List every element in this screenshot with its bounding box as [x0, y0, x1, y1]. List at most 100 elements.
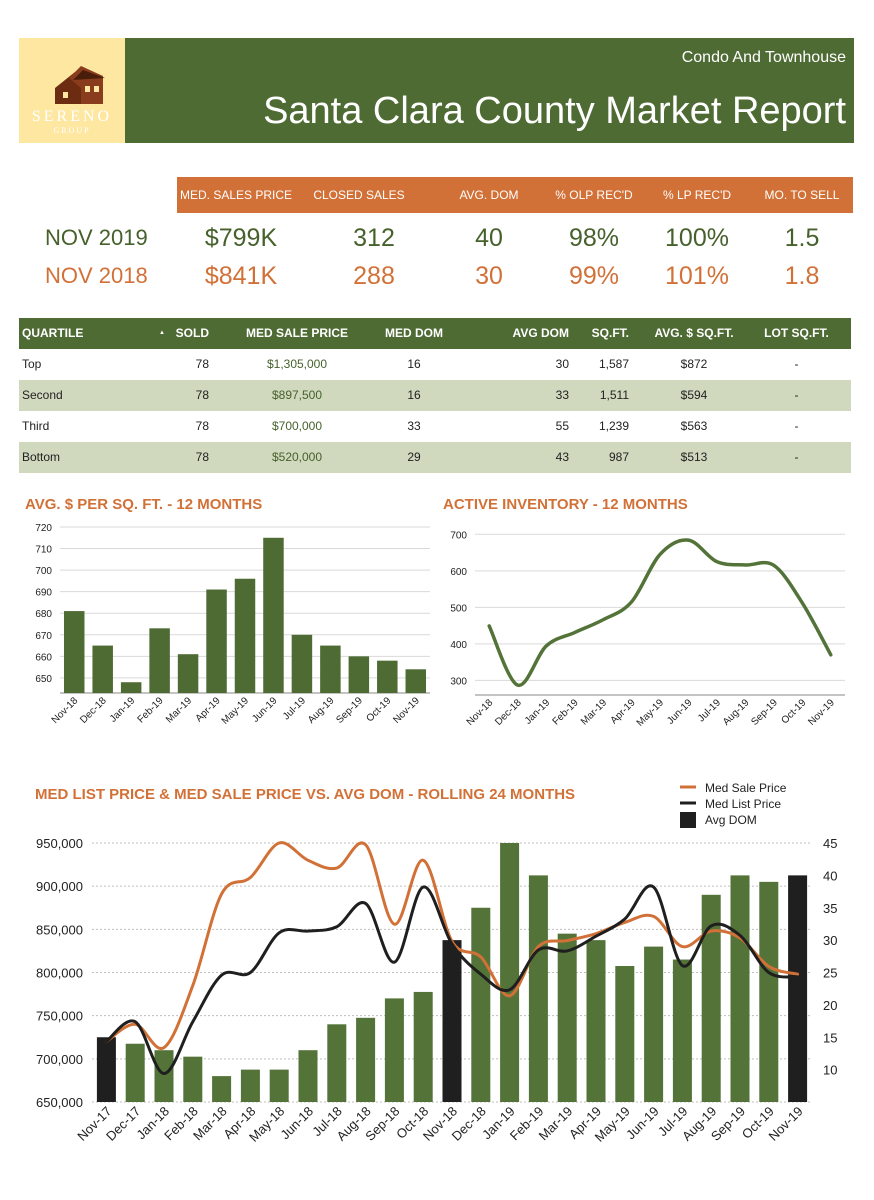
x-tick-label: May-19 — [635, 697, 667, 729]
x-tick-label: Jun-18 — [277, 1104, 316, 1143]
bar — [320, 645, 341, 693]
chart-title-active-inventory: ACTIVE INVENTORY - 12 MONTHS — [443, 496, 688, 513]
cell-avg-dom: 33 — [555, 388, 569, 402]
col-header-lot-sqft: LOT SQ.FT. — [764, 326, 829, 340]
cell-avg-price-sqft: $594 — [680, 388, 708, 402]
stats-header-med-sales-price: MED. SALES PRICE — [179, 188, 293, 202]
y-tick-label-left: 800,000 — [36, 966, 83, 981]
x-tick-label: Jun-19 — [623, 1104, 662, 1143]
bar — [586, 940, 606, 1102]
series-line-med-sale — [104, 841, 800, 1051]
bar — [327, 1024, 347, 1102]
x-tick-label: Aug-19 — [721, 697, 752, 728]
x-tick-label: Mar-19 — [164, 695, 194, 725]
bar — [413, 991, 433, 1102]
bar — [154, 1050, 174, 1102]
col-header-avg-dom: AVG DOM — [512, 326, 569, 340]
series-line-med-list — [104, 884, 800, 1076]
bar — [528, 875, 548, 1102]
stats-header-mo-to-sell: MO. TO SELL — [764, 188, 840, 202]
x-tick-label: Jun-19 — [250, 695, 280, 725]
y-tick-label: 720 — [35, 523, 52, 534]
bar — [384, 998, 404, 1102]
cell-med-sale-price: $1,305,000 — [266, 357, 328, 371]
stat-mo-to-sell: 1.8 — [784, 262, 820, 290]
sort-arrow-icon[interactable]: ▲ — [159, 330, 165, 336]
cell-avg-price-sqft: $563 — [680, 419, 708, 433]
x-tick-label: May-19 — [220, 695, 252, 727]
stat-closed-sales: 288 — [353, 262, 395, 290]
x-tick-label: Jan-19 — [108, 695, 138, 725]
y-tick-label: 600 — [450, 567, 467, 578]
x-tick-label: Nov-18 — [50, 695, 81, 726]
bar — [644, 946, 664, 1102]
cell-med-sale-price: $700,000 — [271, 419, 323, 433]
cell-lot-sqft: - — [794, 357, 799, 371]
cell-avg-dom: 30 — [555, 357, 569, 371]
y-tick-label: 670 — [35, 631, 52, 642]
bar — [206, 589, 227, 693]
cell-sold: 78 — [195, 450, 209, 464]
logo-sub: GROUP — [53, 126, 91, 135]
x-tick-label: Jan-19 — [523, 697, 553, 727]
y-tick-label-left: 900,000 — [36, 879, 83, 894]
bar — [96, 1037, 116, 1102]
table-row: Second 78 $897,500 16 33 1,511 $594 - — [19, 380, 851, 411]
cell-sold: 78 — [195, 388, 209, 402]
x-tick-label: Jun-19 — [665, 697, 695, 727]
bar — [557, 933, 577, 1102]
table-row: Top 78 $1,305,000 16 30 1,587 $872 - — [19, 349, 851, 380]
y-tick-label-right: 30 — [823, 933, 837, 948]
chart-title-rolling-24: MED LIST PRICE & MED SALE PRICE VS. AVG … — [35, 786, 576, 803]
x-tick-label: Nov-19 — [391, 695, 422, 726]
quartile-table-header: QUARTILE ▲ SOLD MED SALE PRICE MED DOM A… — [19, 318, 851, 349]
bar — [183, 1056, 203, 1102]
bar — [405, 669, 427, 693]
bar — [212, 1076, 232, 1102]
x-tick-label: Jul-19 — [281, 695, 308, 722]
cell-med-dom: 33 — [407, 419, 421, 433]
legend-swatch-avg-dom — [680, 812, 696, 828]
col-header-med-dom: MED DOM — [385, 326, 443, 340]
bar — [63, 611, 85, 693]
col-header-quartile[interactable]: QUARTILE — [22, 326, 84, 340]
bar — [92, 645, 113, 693]
cell-sqft: 1,511 — [599, 388, 629, 402]
stats-header-bar: MED. SALES PRICE CLOSED SALES AVG. DOM %… — [177, 177, 853, 213]
col-header-med-sale-price: MED SALE PRICE — [245, 326, 348, 340]
x-tick-label: Jul-19 — [696, 697, 723, 724]
cell-med-sale-price: $897,500 — [271, 388, 323, 402]
report-subtitle: Condo And Townhouse — [681, 49, 846, 66]
bar — [356, 1017, 376, 1102]
sereno-logo: SERENO GROUP — [19, 38, 125, 143]
cell-avg-dom: 43 — [555, 450, 569, 464]
bar — [298, 1050, 318, 1102]
x-tick-label: Oct-19 — [779, 697, 808, 726]
y-tick-label: 710 — [35, 545, 52, 556]
bar — [263, 537, 284, 693]
cell-med-sale-price: $520,000 — [271, 450, 323, 464]
legend-label: Med List Price — [705, 797, 781, 811]
x-tick-label: Apr-19 — [609, 697, 638, 726]
bar — [759, 881, 779, 1102]
x-tick-label: Dec-18 — [78, 695, 109, 726]
cell-sold: 78 — [195, 419, 209, 433]
x-tick-label: Oct-19 — [364, 695, 393, 724]
y-tick-label-right: 35 — [823, 901, 837, 916]
y-tick-label-left: 850,000 — [36, 922, 83, 937]
x-tick-label: Sep-19 — [334, 695, 365, 726]
bar — [730, 875, 750, 1102]
bar — [120, 682, 142, 693]
y-tick-label-right: 20 — [823, 998, 837, 1013]
table-row: Third 78 $700,000 33 55 1,239 $563 - — [19, 411, 851, 442]
y-tick-label-right: 45 — [823, 836, 837, 851]
y-tick-label: 700 — [35, 566, 52, 577]
cell-avg-dom: 55 — [555, 419, 569, 433]
quartile-table: QUARTILE ▲ SOLD MED SALE PRICE MED DOM A… — [19, 318, 851, 473]
stat-lp: 100% — [665, 224, 729, 252]
y-tick-label-right: 10 — [823, 1063, 837, 1078]
bar — [177, 654, 199, 693]
cell-med-dom: 16 — [407, 357, 421, 371]
y-tick-label-right: 40 — [823, 868, 837, 883]
